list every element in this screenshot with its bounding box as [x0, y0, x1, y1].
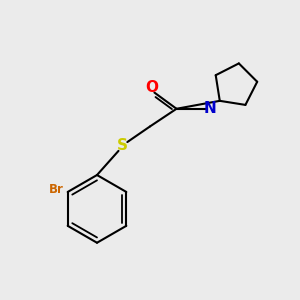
- Text: S: S: [116, 138, 128, 153]
- Text: Br: Br: [48, 183, 63, 196]
- Text: O: O: [146, 80, 159, 95]
- Text: N: N: [204, 101, 217, 116]
